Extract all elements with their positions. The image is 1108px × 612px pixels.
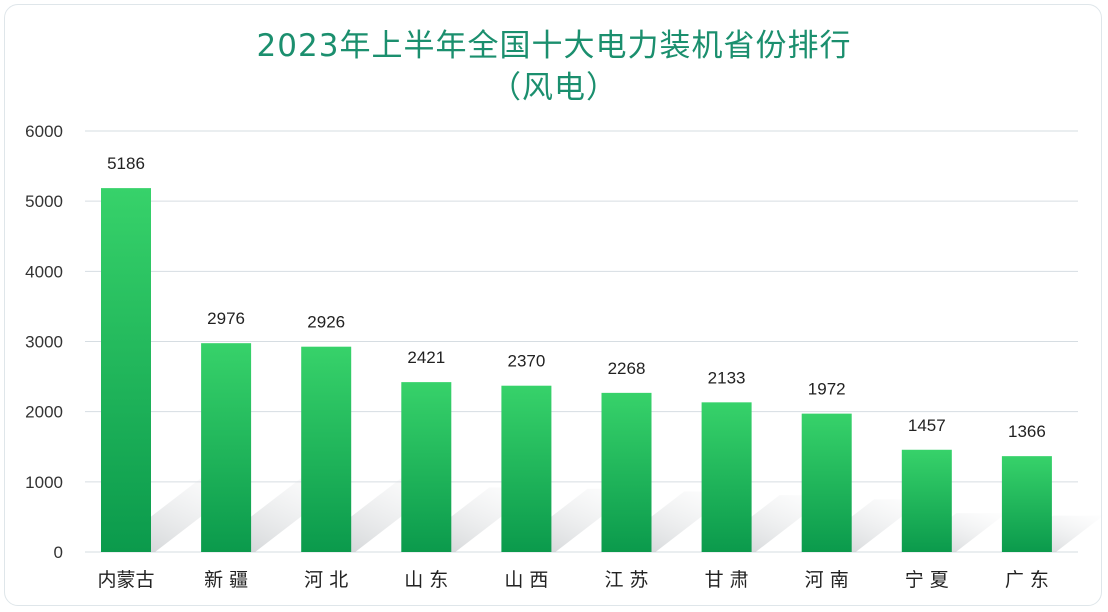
bar bbox=[301, 346, 352, 552]
x-tick-label: 山 东 bbox=[404, 569, 448, 591]
bar bbox=[801, 413, 852, 552]
bar bbox=[1001, 456, 1052, 552]
bar bbox=[201, 343, 252, 552]
chart-title: 2023年上半年全国十大电力装机省份排行 bbox=[256, 28, 852, 64]
data-label: 5186 bbox=[107, 154, 145, 173]
x-tick-label: 河 北 bbox=[304, 569, 348, 591]
data-labels: 5186 2976 2926 2421 2370 2268 2133 1972 1457 1366 bbox=[107, 154, 1046, 441]
bar bbox=[501, 385, 552, 552]
data-label: 2926 bbox=[307, 313, 345, 332]
y-tick-label: 3000 bbox=[25, 333, 63, 352]
x-tick-label: 内蒙古 bbox=[97, 569, 154, 591]
bar bbox=[601, 392, 652, 552]
x-tick-label: 江 苏 bbox=[604, 569, 648, 591]
x-tick-label: 宁 夏 bbox=[905, 569, 949, 591]
data-label: 2268 bbox=[608, 359, 646, 378]
data-label: 2370 bbox=[507, 352, 545, 371]
bars bbox=[101, 188, 1052, 552]
x-tick-label: 甘 肃 bbox=[705, 569, 749, 591]
y-tick-label: 1000 bbox=[25, 473, 63, 492]
y-tick-label: 0 bbox=[54, 543, 63, 562]
bar bbox=[101, 188, 151, 552]
y-tick-label: 4000 bbox=[25, 262, 63, 281]
chart-subtitle: （风电） bbox=[490, 70, 618, 106]
bar bbox=[901, 449, 952, 552]
x-tick-label: 新 疆 bbox=[204, 569, 248, 591]
data-label: 2133 bbox=[708, 368, 746, 387]
x-tick-label: 山 西 bbox=[504, 569, 548, 591]
y-tick-label: 6000 bbox=[25, 122, 63, 141]
x-tick-label: 河 南 bbox=[805, 569, 849, 591]
bar bbox=[701, 402, 752, 552]
y-axis-ticks: 0 1000 2000 3000 4000 5000 6000 bbox=[25, 122, 63, 562]
y-tick-label: 5000 bbox=[25, 192, 63, 211]
data-label: 2421 bbox=[407, 348, 445, 367]
x-axis-labels: 内蒙古 新 疆 河 北 山 东 山 西 江 苏 甘 肃 河 南 宁 夏 广 东 bbox=[97, 569, 1048, 591]
data-label: 2976 bbox=[207, 309, 245, 328]
data-label: 1457 bbox=[908, 416, 946, 435]
bar bbox=[401, 382, 452, 552]
data-label: 1366 bbox=[1008, 422, 1046, 441]
x-tick-label: 广 东 bbox=[1005, 569, 1049, 591]
y-tick-label: 2000 bbox=[25, 403, 63, 422]
data-label: 1972 bbox=[808, 380, 846, 399]
